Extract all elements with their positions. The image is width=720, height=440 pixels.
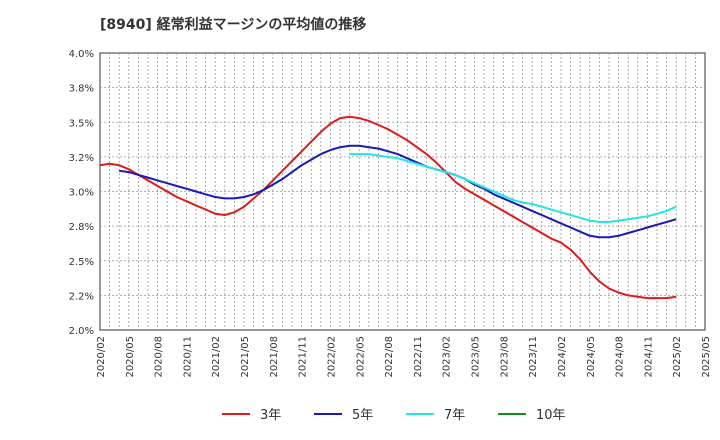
x-tick-label: 2021/02 xyxy=(211,336,222,378)
legend-label: 7年 xyxy=(444,408,465,423)
legend-label: 5年 xyxy=(352,408,373,423)
x-tick-label: 2024/11 xyxy=(643,336,654,378)
x-tick-label: 2023/02 xyxy=(442,336,453,378)
x-tick-label: 2024/08 xyxy=(615,336,626,378)
legend-label: 10年 xyxy=(536,408,566,423)
x-tick-label: 2025/02 xyxy=(672,336,683,378)
y-tick-label: 2.5% xyxy=(69,257,94,268)
x-tick-label: 2022/05 xyxy=(355,336,366,378)
x-tick-label: 2023/11 xyxy=(528,336,539,378)
y-tick-label: 3.8% xyxy=(69,84,94,95)
x-tick-label: 2023/08 xyxy=(499,336,510,378)
series-line-7年 xyxy=(349,153,677,223)
x-tick-label: 2021/08 xyxy=(269,336,280,378)
y-tick-label: 2.8% xyxy=(69,222,94,233)
x-tick-label: 2022/08 xyxy=(384,336,395,378)
x-tick-label: 2022/02 xyxy=(326,336,337,378)
y-tick-label: 2.2% xyxy=(69,291,94,302)
x-tick-label: 2025/05 xyxy=(701,336,712,378)
x-tick-label: 2021/05 xyxy=(240,336,251,378)
x-tick-label: 2020/02 xyxy=(96,336,107,378)
y-tick-label: 2.0% xyxy=(69,326,94,337)
axis-labels: 4.0%3.8%3.5%3.2%3.0%2.8%2.5%2.2%2.0%2020… xyxy=(69,49,712,378)
legend-label: 3年 xyxy=(260,408,281,423)
grid-lines xyxy=(100,53,705,330)
y-tick-label: 3.0% xyxy=(69,188,94,199)
x-tick-label: 2023/05 xyxy=(471,336,482,378)
legend: 3年 5年 7年 10年 xyxy=(222,408,566,423)
x-tick-label: 2020/08 xyxy=(154,336,165,378)
x-tick-label: 2024/05 xyxy=(586,336,597,378)
y-tick-label: 4.0% xyxy=(69,49,94,60)
series-line-5年 xyxy=(119,144,677,239)
x-tick-label: 2022/11 xyxy=(413,336,424,378)
x-tick-label: 2024/02 xyxy=(557,336,568,378)
chart-title: [8940] 経常利益マージンの平均値の推移 xyxy=(100,17,367,33)
series-lines xyxy=(99,115,677,300)
x-tick-label: 2021/11 xyxy=(298,336,309,378)
y-tick-label: 3.2% xyxy=(69,153,94,164)
plot-area xyxy=(99,52,706,331)
y-tick-label: 3.5% xyxy=(69,118,94,129)
series-line-3年 xyxy=(99,115,677,300)
x-tick-label: 2020/05 xyxy=(125,336,136,378)
x-tick-label: 2020/11 xyxy=(182,336,193,378)
